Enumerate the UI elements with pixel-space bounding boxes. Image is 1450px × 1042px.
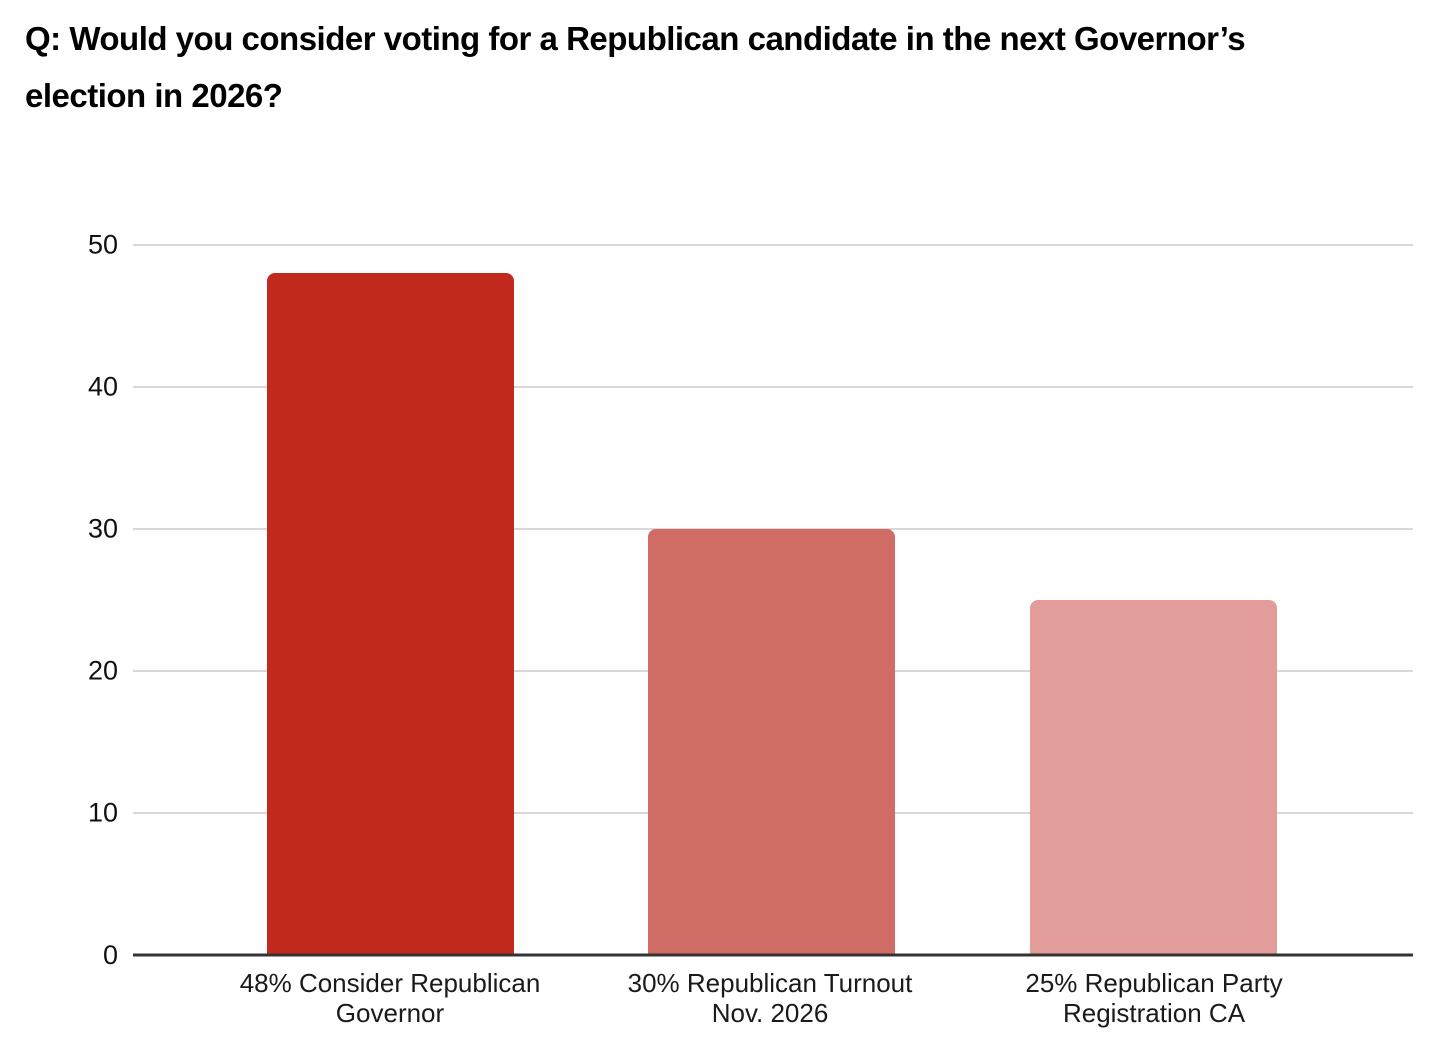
y-tick-label-50: 50 — [87, 229, 118, 260]
bar-republican-party-registration — [1030, 600, 1277, 955]
category-label-line: 25% Republican Party — [1025, 968, 1283, 998]
y-tick-label-0: 0 — [102, 939, 118, 970]
y-tick-label-20: 20 — [87, 655, 118, 686]
bar-republican-turnout — [648, 529, 895, 955]
category-label-line: Nov. 2026 — [711, 998, 829, 1028]
category-label-line: Registration CA — [1062, 998, 1246, 1028]
plot-area: 0 10 20 30 40 50 — [88, 231, 1413, 968]
x-axis-baseline: 0 — [103, 941, 1413, 968]
category-label-line: 30% Republican Turnout — [627, 968, 913, 998]
bar-consider-republican-governor — [267, 273, 514, 955]
category-label-consider-republican-governor: 48% Consider Republican Governor — [140, 968, 640, 1028]
gridline-50: 50 — [88, 231, 1413, 258]
chart-title-line-2: election in 2026? — [25, 77, 283, 114]
category-label-republican-turnout: 30% Republican Turnout Nov. 2026 — [520, 968, 1020, 1028]
chart-title-line-1: Q: Would you consider voting for a Repub… — [25, 20, 1246, 57]
gridline-40: 40 — [88, 373, 1413, 400]
y-tick-label-10: 10 — [87, 797, 118, 828]
y-tick-label-30: 30 — [87, 513, 118, 544]
chart-title: Q: Would you consider voting for a Repub… — [25, 10, 1246, 124]
category-label-republican-party-registration: 25% Republican Party Registration CA — [904, 968, 1404, 1028]
category-label-line: Governor — [335, 998, 445, 1028]
category-label-line: 48% Consider Republican — [239, 968, 541, 998]
y-tick-label-40: 40 — [87, 371, 118, 402]
x-axis-labels: 48% Consider Republican Governor 30% Rep… — [133, 968, 1413, 1034]
